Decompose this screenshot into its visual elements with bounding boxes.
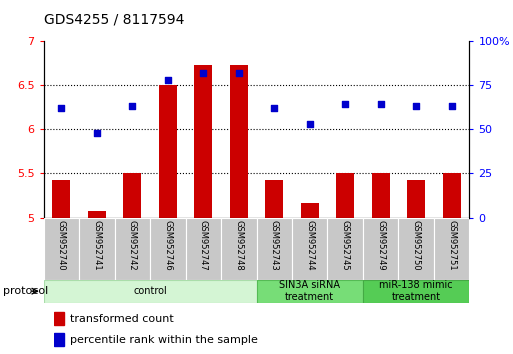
Point <box>270 105 279 111</box>
Point <box>57 105 66 111</box>
Text: protocol: protocol <box>3 286 48 296</box>
Bar <box>150 218 186 280</box>
Text: percentile rank within the sample: percentile rank within the sample <box>70 335 259 345</box>
Text: GSM952746: GSM952746 <box>163 219 172 270</box>
Point <box>234 70 243 75</box>
Bar <box>52 180 70 218</box>
Bar <box>256 280 363 303</box>
Bar <box>44 280 256 303</box>
Text: transformed count: transformed count <box>70 314 174 324</box>
Bar <box>363 218 399 280</box>
Text: GSM952741: GSM952741 <box>92 219 102 270</box>
Point <box>412 103 420 109</box>
Point <box>341 102 349 107</box>
Point <box>93 130 101 136</box>
Bar <box>434 218 469 280</box>
Text: GSM952748: GSM952748 <box>234 219 243 270</box>
Text: GSM952740: GSM952740 <box>57 219 66 270</box>
Text: GSM952743: GSM952743 <box>270 219 279 270</box>
Text: GDS4255 / 8117594: GDS4255 / 8117594 <box>44 12 184 27</box>
Bar <box>256 218 292 280</box>
Text: GSM952742: GSM952742 <box>128 219 137 270</box>
Bar <box>194 64 212 218</box>
Text: GSM952745: GSM952745 <box>341 219 350 270</box>
Text: miR-138 mimic
treatment: miR-138 mimic treatment <box>379 280 453 302</box>
Bar <box>159 85 176 218</box>
Bar <box>399 218 434 280</box>
Bar <box>265 180 283 218</box>
Point <box>199 70 207 75</box>
Bar <box>443 173 461 218</box>
Bar <box>363 280 469 303</box>
Bar <box>44 218 79 280</box>
Point <box>447 103 456 109</box>
Text: SIN3A siRNA
treatment: SIN3A siRNA treatment <box>279 280 340 302</box>
Bar <box>407 180 425 218</box>
Bar <box>124 173 141 218</box>
Bar <box>327 218 363 280</box>
Point <box>306 121 314 127</box>
Text: GSM952751: GSM952751 <box>447 219 456 270</box>
Bar <box>292 218 327 280</box>
Bar <box>230 65 248 218</box>
Point <box>128 103 136 109</box>
Text: GSM952744: GSM952744 <box>305 219 314 270</box>
Text: control: control <box>133 286 167 296</box>
Bar <box>54 312 64 325</box>
Bar <box>186 218 221 280</box>
Bar <box>88 211 106 218</box>
Text: GSM952747: GSM952747 <box>199 219 208 270</box>
Bar <box>372 173 389 218</box>
Bar <box>337 173 354 218</box>
Text: GSM952749: GSM952749 <box>376 219 385 270</box>
Bar <box>114 218 150 280</box>
Bar <box>221 218 256 280</box>
Bar <box>79 218 114 280</box>
Point <box>164 77 172 82</box>
Point <box>377 102 385 107</box>
Text: GSM952750: GSM952750 <box>411 219 421 270</box>
Bar <box>301 202 319 218</box>
Bar <box>54 333 64 346</box>
